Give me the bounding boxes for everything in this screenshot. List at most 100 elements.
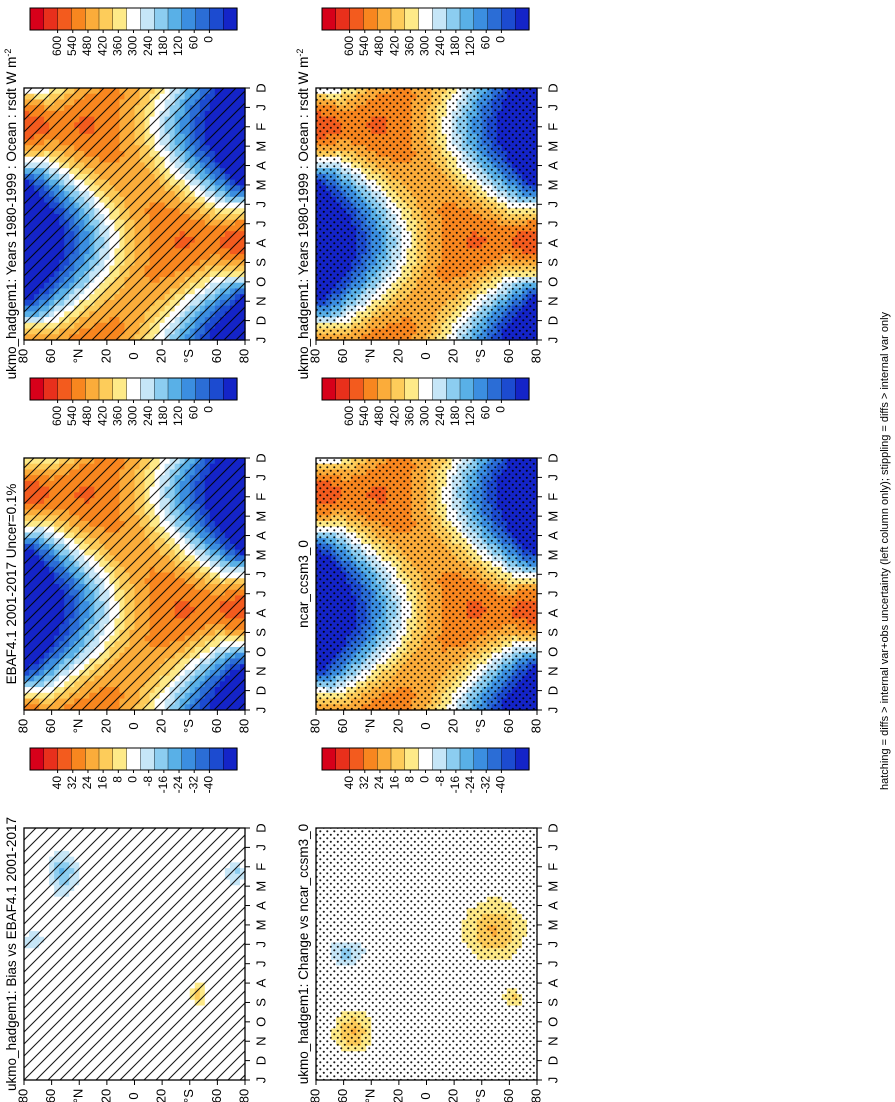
colorbar-swatch: [222, 377, 238, 401]
colorbar-swatch: [432, 377, 447, 401]
y-tick-label: 80: [236, 349, 251, 363]
colorbar-swatch: [404, 377, 420, 401]
x-tick-label: J: [253, 104, 268, 111]
x-tick-label: M: [253, 141, 268, 152]
panel-title: ukmo_hadgem1: Change vs ncar_ccsm3_0: [296, 824, 311, 1084]
colorbar-tick-label: 240: [141, 36, 155, 56]
colorbar-tick-label: 24: [372, 776, 386, 790]
y-tick-label: 60: [501, 1089, 516, 1102]
stipple-overlay: [316, 88, 537, 340]
x-tick-label: D: [545, 823, 560, 832]
x-tick-label: D: [253, 316, 268, 325]
y-tick-label: 0: [126, 722, 141, 729]
panel-title: ukmo_hadgem1: Bias vs EBAF4.1 2001-2017: [4, 817, 19, 1091]
colorbar-tick-label: -40: [494, 776, 508, 794]
colorbar-swatch: [209, 377, 224, 401]
colorbar-swatch: [181, 377, 197, 401]
colorbar-tick-label: 420: [95, 406, 109, 426]
x-tick-label: N: [253, 297, 268, 306]
x-tick-label: A: [253, 978, 268, 987]
colorbar-swatch: [71, 747, 86, 771]
colorbar-swatch: [390, 747, 406, 771]
colorbar-tick-label: 360: [110, 406, 124, 426]
x-tick-label: J: [253, 337, 268, 344]
y-tick-label: 20: [446, 719, 461, 733]
x-tick-label: J: [253, 201, 268, 208]
colorbar-swatch: [57, 747, 72, 771]
colorbar-swatch: [98, 377, 114, 401]
colorbar-swatch: [195, 377, 211, 401]
y-tick-label: 60: [209, 349, 224, 363]
colorbar: 600 540 480 420 360 300 240 180 120 60 0: [321, 7, 530, 56]
colorbar-tick-label: 120: [171, 406, 185, 426]
colorbar-tick-label: -8: [141, 776, 155, 787]
x-tick-label: D: [545, 453, 560, 462]
y-tick-label: 80: [528, 349, 543, 363]
stipple-overlay: [316, 458, 537, 710]
colorbar-tick-label: 360: [402, 36, 416, 56]
colorbar-swatch: [195, 747, 211, 771]
colorbar-swatch: [473, 377, 489, 401]
y-tick-label: 20: [154, 349, 169, 363]
x-tick-label: S: [253, 258, 268, 267]
x-tick-label: O: [253, 647, 268, 657]
colorbar-tick-label: 480: [80, 406, 94, 426]
x-tick-label: J: [545, 960, 560, 967]
x-tick-label: A: [545, 978, 560, 987]
x-tick-label: A: [253, 161, 268, 170]
colorbar-swatch: [321, 747, 337, 771]
x-tick-label: D: [545, 1056, 560, 1065]
x-tick-label: M: [253, 550, 268, 561]
x-tick-label: D: [253, 83, 268, 92]
x-tick-label: M: [253, 920, 268, 931]
colorbar-tick-label: -16: [156, 776, 170, 794]
colorbar-tick-label: 120: [463, 36, 477, 56]
x-tick-label: N: [545, 297, 560, 306]
colorbar-tick-label: 600: [50, 36, 64, 56]
colorbar-tick-label: 0: [494, 36, 508, 43]
x-tick-label: A: [253, 608, 268, 617]
colorbar-swatch: [321, 7, 337, 31]
x-tick-label: N: [253, 667, 268, 676]
x-tick-label: M: [545, 550, 560, 561]
y-tick-label: °S: [181, 1089, 196, 1102]
colorbar-tick-label: 0: [202, 36, 216, 43]
colorbar-tick-label: 600: [50, 406, 64, 426]
y-tick-label: °N: [71, 719, 86, 734]
colorbar-swatch: [487, 7, 503, 31]
y-tick-label: 20: [154, 719, 169, 733]
colorbar-tick-label: 540: [357, 36, 371, 56]
colorbar-tick-label: 480: [372, 36, 386, 56]
colorbar-swatch: [515, 747, 530, 771]
y-tick-label: °N: [363, 719, 378, 734]
x-tick-label: A: [253, 901, 268, 910]
colorbar-swatch: [432, 747, 447, 771]
y-tick-label: 60: [501, 349, 516, 363]
colorbar-tick-label: 0: [126, 776, 140, 783]
colorbar-swatch: [446, 747, 461, 771]
colorbar-tick-label: -32: [478, 776, 492, 794]
colorbar-tick-label: 16: [387, 776, 401, 790]
x-tick-label: J: [545, 571, 560, 578]
stipple-overlay: [316, 828, 537, 1080]
y-tick-label: °S: [473, 719, 488, 733]
y-tick-label: 80: [236, 719, 251, 733]
panel-title: EBAF4.1 2001-2017 Uncer=0.1%: [4, 484, 19, 685]
x-tick-label: O: [253, 277, 268, 287]
colorbar-swatch: [57, 7, 72, 31]
x-tick-label: S: [253, 998, 268, 1007]
x-tick-label: J: [253, 220, 268, 227]
colorbar-tick-label: 60: [478, 406, 492, 420]
y-tick-label: °N: [363, 1089, 378, 1102]
colorbar-swatch: [167, 747, 183, 771]
x-tick-label: D: [253, 453, 268, 462]
x-tick-label: O: [253, 1017, 268, 1027]
colorbar-tick-label: 540: [65, 36, 79, 56]
colorbar-swatch: [459, 7, 475, 31]
x-tick-label: M: [545, 141, 560, 152]
colorbar-swatch: [446, 7, 461, 31]
